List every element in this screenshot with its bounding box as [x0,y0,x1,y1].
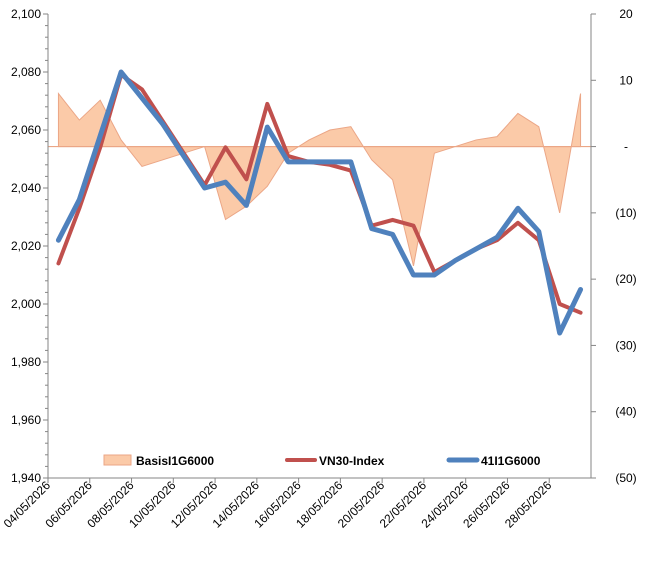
y-tick-label: 1,980 [11,355,41,369]
y-tick-label: 2,000 [11,297,41,311]
y-tick-label: 2,040 [11,181,41,195]
y-tick-label: 1,960 [11,413,41,427]
y2-tick-label: (20) [615,272,636,286]
y-tick-label: 2,100 [11,7,41,21]
y2-tick-label: (40) [615,405,636,419]
y2-tick-label: (10) [615,206,636,220]
legend-label: BasisI1G6000 [136,454,214,468]
y-tick-label: 1,940 [11,471,41,485]
series-line-1 [56,72,583,315]
area-layer [57,92,582,267]
y-tick-label: 2,080 [11,65,41,79]
y-tick-label: 2,060 [11,123,41,137]
y2-tick-label: 10 [619,73,633,87]
y2-tick-label: 20 [619,7,633,21]
axes-layer [43,13,596,483]
basis-area [57,92,582,267]
y2-tick-label: (50) [615,471,636,485]
y2-tick-label: (30) [615,338,636,352]
y-tick-label: 2,020 [11,239,41,253]
legend-label: VN30-Index [319,454,385,468]
legend: BasisI1G6000 VN30-Index 41I1G6000 [103,454,541,468]
series-line-2 [55,69,584,336]
tick-labels-layer: 1,940 1,960 1,980 2,000 2,020 2,040 2,060 2,080… [1,7,637,531]
y2-tick-label: - [624,140,628,154]
legend-swatch-basis [103,454,132,466]
legend-label: 41I1G6000 [481,454,541,468]
lines-layer [55,69,584,336]
